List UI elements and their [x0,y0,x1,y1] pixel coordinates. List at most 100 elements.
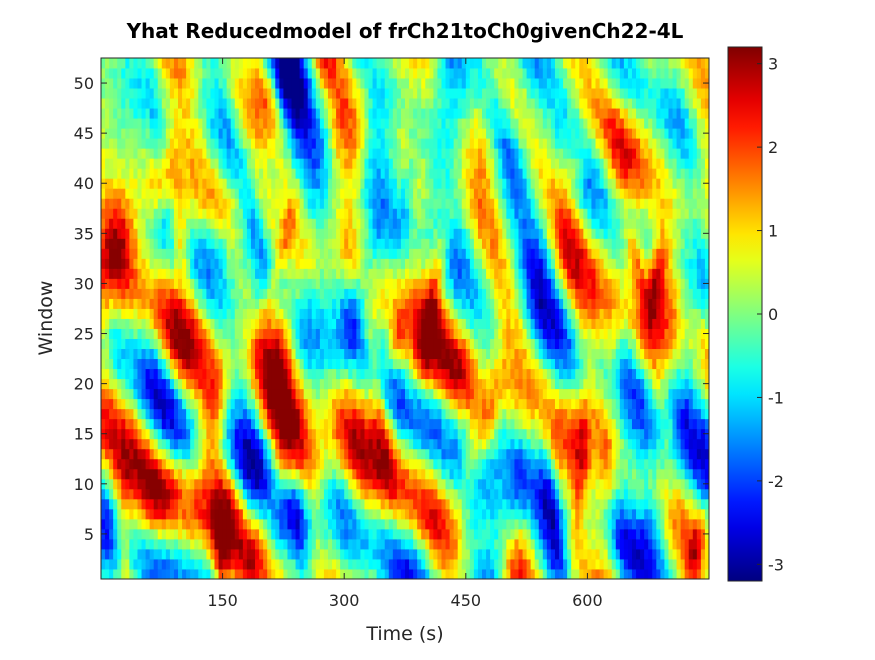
heatmap-cell [169,428,175,440]
heatmap-cell [546,458,552,470]
heatmap-cell [510,298,515,309]
heatmap-cell [234,248,240,259]
heatmap-cell [704,398,710,410]
heatmap-cell [344,498,349,510]
heatmap-cell [603,548,609,560]
heatmap-cell [591,568,596,580]
heatmap-cell [250,238,256,249]
heatmap-cell [307,418,313,430]
heatmap-cell [271,338,276,350]
heatmap-cell [640,518,645,530]
heatmap-cell [149,358,155,370]
heatmap-cell [587,308,592,319]
heatmap-cell [242,288,248,299]
heatmap-cell [554,268,560,279]
heatmap-cell [530,288,536,299]
heatmap-cell [206,528,211,540]
heatmap-cell [494,468,499,480]
heatmap-cell [563,388,568,400]
heatmap-cell [441,378,446,390]
heatmap-cell [206,368,211,380]
heatmap-cell [449,328,455,339]
heatmap-cell [449,408,455,420]
heatmap-cell [153,338,159,350]
heatmap-cell [360,428,365,440]
heatmap-cell [372,378,378,390]
heatmap-cell [157,478,163,490]
heatmap-cell [526,368,532,380]
heatmap-cell [161,378,167,390]
heatmap-cell [680,268,686,279]
heatmap-cell [688,448,694,460]
heatmap-cell [546,308,552,319]
heatmap-cell [425,328,430,339]
heatmap-cell [700,388,706,400]
heatmap-cell [575,328,580,339]
heatmap-cell [287,378,292,390]
heatmap-cell [631,448,637,460]
heatmap-cell [672,568,678,580]
heatmap-cell [129,508,134,520]
heatmap-cell [173,548,179,560]
heatmap-cell [437,508,442,520]
heatmap-cell [198,478,203,490]
heatmap-cell [627,498,633,510]
heatmap-cell [190,488,195,500]
heatmap-cell [319,458,325,470]
heatmap-cell [575,398,580,410]
heatmap-cell [145,238,151,249]
heatmap-cell [173,378,179,390]
heatmap-cell [348,538,353,550]
heatmap-cell [340,308,345,319]
heatmap-cell [510,258,515,269]
heatmap-cell [405,338,410,350]
heatmap-cell [173,358,179,370]
heatmap-cell [660,518,665,530]
heatmap-cell [615,548,621,560]
heatmap-cell [482,398,487,410]
heatmap-cell [173,318,179,329]
heatmap-cell [275,288,280,299]
heatmap-cell [477,428,483,440]
heatmap-cell [469,328,475,339]
heatmap-cell [554,358,560,370]
heatmap-cell [145,428,151,440]
heatmap-cell [445,348,451,360]
heatmap-cell [522,568,528,580]
heatmap-cell [161,568,167,580]
heatmap-cell [486,508,491,520]
heatmap-cell [627,278,633,289]
heatmap-cell [692,308,698,319]
heatmap-cell [644,538,649,550]
heatmap-cell [287,348,292,360]
heatmap-cell [303,508,309,520]
heatmap-cell [571,348,576,360]
heatmap-cell [283,378,288,390]
heatmap-cell [392,308,398,319]
heatmap-cell [319,438,325,450]
heatmap-cell [457,298,463,309]
heatmap-cell [109,348,114,360]
heatmap-cell [554,558,560,570]
heatmap-cell [230,298,236,309]
heatmap-cell [226,518,232,530]
heatmap-cell [267,568,272,580]
heatmap-cell [218,418,224,430]
heatmap-cell [303,498,309,510]
heatmap-cell [360,348,365,360]
heatmap-cell [182,258,187,269]
heatmap-cell [279,568,284,580]
heatmap-cell [109,248,114,259]
heatmap-cell [121,428,126,440]
heatmap-cell [319,558,325,570]
heatmap-cell [688,398,694,410]
heatmap-cell [299,328,305,339]
heatmap-cell [445,448,451,460]
heatmap-cell [388,468,394,480]
heatmap-cell [283,478,288,490]
heatmap-cell [575,348,580,360]
heatmap-cell [587,398,592,410]
heatmap-cell [153,518,159,530]
heatmap-cell [137,398,142,410]
heatmap-cell [623,248,629,259]
